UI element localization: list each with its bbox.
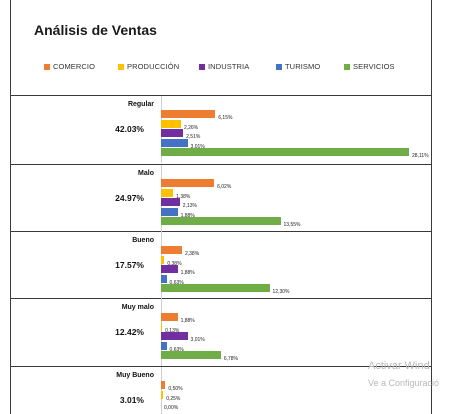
- legend-label-0: COMERCIO: [53, 62, 96, 71]
- bar-label-3-0: 1,88%: [180, 318, 195, 324]
- bar-label-0-3: 3,01%: [190, 143, 205, 150]
- bar-4-1: [161, 390, 164, 399]
- legend-swatch-2: [199, 63, 205, 70]
- bar-3-2: [161, 332, 188, 340]
- bar-label-4-2: 0,00%: [164, 405, 179, 411]
- activation-watermark-line2: Ve a Configuració: [368, 378, 440, 388]
- legend-label-1: PRODUCCIÓN: [127, 62, 180, 71]
- bar-1-2: [161, 198, 180, 206]
- legend-label-4: SERVICIOS: [353, 62, 395, 71]
- group-total-3: 12.42%: [115, 327, 144, 337]
- frame-right-border: [431, 0, 432, 414]
- group-total-1: 24.97%: [115, 193, 144, 203]
- bar-1-0: [161, 179, 215, 187]
- group-label-2: Bueno: [132, 237, 154, 244]
- group-total-2: 17.57%: [115, 260, 144, 270]
- group-separator-1: [10, 164, 431, 165]
- group-separator-2: [10, 231, 431, 232]
- bar-3-4: [161, 351, 221, 359]
- bar-2-0: [161, 246, 182, 254]
- bar-label-3-1: 0,13%: [165, 327, 180, 334]
- legend-item-0: COMERCIO: [44, 62, 95, 71]
- group-label-3: Muy malo: [121, 304, 154, 311]
- bar-label-0-1: 2,26%: [183, 124, 199, 131]
- activation-watermark-line1: Activar Wind: [368, 360, 430, 372]
- bar-label-1-0: 6,02%: [217, 184, 232, 190]
- bar-label-1-1: 1,38%: [176, 193, 191, 200]
- frame-left-border: [10, 0, 11, 414]
- legend-swatch-3: [276, 63, 282, 70]
- bar-4-0: [161, 381, 166, 389]
- bar-2-2: [161, 265, 178, 273]
- bar-2-1: [161, 255, 165, 264]
- bar-label-2-2: 1,88%: [180, 270, 195, 276]
- bar-1-4: [161, 217, 281, 225]
- group-label-1: Malo: [138, 170, 154, 177]
- legend-item-3: TURISMO: [276, 62, 320, 71]
- bar-label-3-3: 0,63%: [169, 346, 184, 353]
- bar-label-4-0: 0,50%: [168, 386, 183, 392]
- bar-3-0: [161, 313, 178, 321]
- group-total-4: 3.01%: [119, 395, 144, 405]
- bar-label-3-2: 3,01%: [190, 337, 205, 343]
- group-total-0: 42.03%: [115, 124, 144, 134]
- bar-3-3: [161, 341, 167, 350]
- bar-label-2-1: 0,38%: [167, 260, 182, 267]
- bar-1-1: [161, 188, 174, 197]
- group-separator-4: [10, 366, 431, 367]
- bar-0-0: [161, 110, 216, 118]
- group-label-4: Muy Bueno: [116, 372, 154, 379]
- bar-3-1: [161, 322, 163, 331]
- legend-label-2: INDUSTRIA: [208, 62, 250, 71]
- chart-title: Análisis de Ventas: [34, 22, 157, 38]
- bar-2-3: [161, 274, 167, 283]
- bar-0-3: [161, 138, 188, 147]
- bar-label-0-0: 6,15%: [218, 115, 233, 121]
- group-separator-3: [10, 298, 431, 299]
- bar-0-1: [161, 119, 181, 128]
- legend-item-1: PRODUCCIÓN: [118, 62, 179, 71]
- bar-0-2: [161, 129, 184, 137]
- bar-1-3: [161, 207, 178, 216]
- bar-label-4-1: 0,25%: [166, 395, 181, 402]
- bar-label-1-4: 13,55%: [283, 222, 301, 228]
- bar-label-1-3: 1,88%: [180, 212, 195, 219]
- bar-label-2-0: 2,38%: [184, 251, 200, 257]
- bar-label-3-4: 6,78%: [223, 356, 238, 362]
- bar-label-0-2: 2,51%: [186, 134, 201, 140]
- bar-label-2-3: 0,63%: [169, 279, 184, 286]
- bar-label-1-2: 2,13%: [182, 203, 197, 209]
- bar-label-0-4: 28,11%: [412, 153, 429, 159]
- legend-item-4: SERVICIOS: [344, 62, 395, 71]
- bar-2-4: [161, 284, 270, 292]
- legend-swatch-0: [44, 63, 50, 70]
- legend-swatch-1: [118, 63, 124, 70]
- legend-label-3: TURISMO: [285, 62, 321, 71]
- group-label-0: Regular: [127, 101, 154, 108]
- legend-item-2: INDUSTRIA: [199, 62, 249, 71]
- legend-swatch-4: [344, 63, 350, 70]
- bar-0-4: [161, 148, 409, 156]
- group-separator-0: [10, 95, 431, 96]
- bar-label-2-4: 12,30%: [272, 289, 290, 295]
